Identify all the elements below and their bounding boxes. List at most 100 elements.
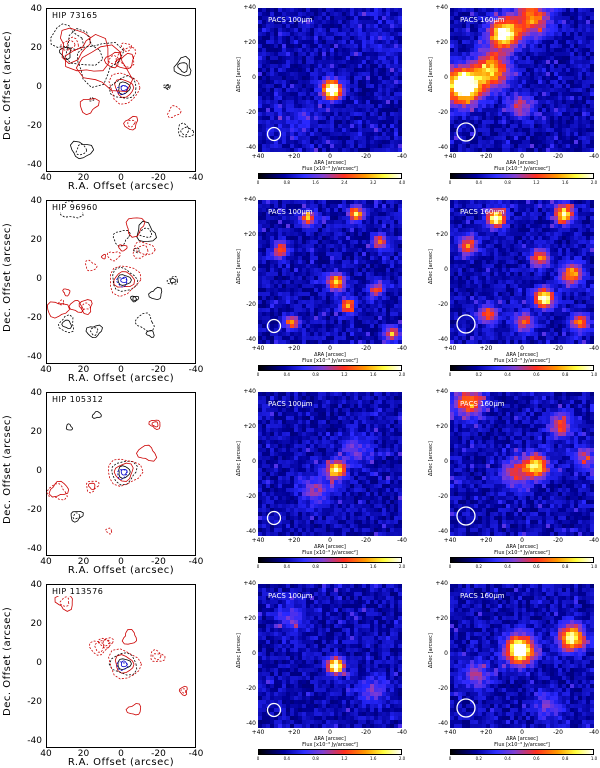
- colorbar-tick: 0.8: [283, 180, 290, 185]
- colorbar-tick: 1.0: [590, 564, 598, 569]
- contour-line: [113, 462, 134, 482]
- beam-circle: [456, 506, 476, 526]
- contour-x-tick: 0: [118, 173, 124, 183]
- contour-line: [125, 703, 142, 716]
- contour-frame: [46, 584, 196, 748]
- contour-line: [59, 596, 70, 607]
- colorbar-tick: 1.6: [562, 180, 569, 185]
- contour-line: [118, 81, 131, 95]
- contour-line: [148, 286, 163, 301]
- map-y-tick: -20: [246, 493, 256, 500]
- colorbar-label: Flux [x10⁻³ Jy/arcsec²]: [302, 166, 358, 172]
- map-x-tick: 0: [520, 345, 524, 352]
- contour-line: [120, 42, 132, 52]
- map-y-tick: -20: [246, 301, 256, 308]
- pacs-map-image: [258, 584, 402, 728]
- pacs-100um-map: PACS 100µm: [258, 8, 402, 152]
- map-y-tick: -20: [438, 109, 448, 116]
- colorbar-tick: 0: [448, 180, 452, 185]
- colorbar-tick: 3.2: [370, 180, 377, 185]
- contour-line: [105, 527, 113, 535]
- contour-y-tick: -40: [27, 544, 42, 554]
- contour-y-tick: 20: [30, 235, 42, 245]
- contour-x-tick: 20: [77, 173, 90, 183]
- figure-row-2: Dec. Offset (arcsec) 40 20 0 -20 -40 HIP 96960…: [0, 192, 600, 384]
- contour-x-tick: 20: [77, 365, 90, 375]
- colorbar-tick: 1.2: [341, 564, 348, 569]
- colorbar-tick: 2.0: [398, 372, 406, 377]
- colorbar-tick: 0.8: [562, 372, 569, 377]
- map-x-tick: +40: [443, 153, 457, 160]
- map-x-tick: +20: [287, 537, 301, 544]
- contour-y-tick: -20: [27, 697, 42, 707]
- contour-panel: HIP 73165: [46, 8, 196, 172]
- contour-line: [136, 220, 157, 242]
- contour-line: [88, 639, 111, 656]
- colorbar-tick: 2.0: [398, 756, 406, 761]
- contour-line: [117, 469, 128, 480]
- map-x-tick: 0: [328, 537, 332, 544]
- map-y-tick: -40: [438, 528, 448, 535]
- contour-line: [178, 122, 194, 138]
- map-y-tick: +40: [243, 580, 256, 587]
- colorbar-label: Flux [x10⁻³ Jy/arcsec²]: [302, 550, 358, 556]
- contour-line: [180, 126, 190, 136]
- contour-line: [76, 42, 125, 88]
- source-label: HIP 105312: [52, 395, 104, 404]
- map-y-tick: -20: [246, 109, 256, 116]
- pacs-map-image: [450, 200, 594, 344]
- contour-x-tick: 40: [40, 365, 52, 375]
- map-x-tick: +40: [443, 537, 457, 544]
- contour-y-tick: 0: [36, 82, 42, 92]
- map-band-label: PACS 100µm: [268, 16, 313, 24]
- contour-y-tick: 40: [30, 196, 42, 206]
- colorbar: [258, 557, 402, 563]
- colorbar-tick: 0.6: [533, 372, 540, 377]
- contour-line: [78, 299, 93, 316]
- pacs-160um-map: PACS 160µm: [450, 200, 594, 344]
- contour-line: [61, 319, 73, 329]
- colorbar: [258, 173, 402, 179]
- beam-circle: [456, 122, 476, 142]
- contour-line: [59, 46, 72, 61]
- contour-x-tick: -40: [188, 173, 204, 183]
- map-x-tick: +40: [251, 537, 265, 544]
- contour-line: [85, 324, 103, 339]
- map-y-tick: +40: [243, 388, 256, 395]
- contour-line: [151, 421, 159, 428]
- colorbar-tick: 0.8: [504, 180, 511, 185]
- colorbar-tick: 1.2: [341, 756, 348, 761]
- contour-y-tick: 0: [36, 274, 42, 284]
- map-x-tick: +40: [443, 729, 457, 736]
- map-x-tick: -20: [361, 537, 371, 544]
- contour-line: [118, 244, 128, 252]
- contour-line: [50, 23, 85, 51]
- map-x-tick: -40: [589, 537, 599, 544]
- map-band-label: PACS 160µm: [460, 16, 505, 24]
- contour-x-tick: 20: [77, 749, 90, 759]
- map-y-tick: +40: [435, 196, 448, 203]
- map-band-label: PACS 100µm: [268, 208, 313, 216]
- map-x-tick: -20: [553, 345, 563, 352]
- contour-line: [70, 510, 84, 523]
- contour-line: [102, 638, 110, 647]
- contour-line: [90, 327, 99, 336]
- contour-plot: [50, 23, 194, 160]
- contour-line: [86, 480, 100, 494]
- contour-line: [58, 299, 64, 306]
- contour-line: [72, 512, 81, 520]
- map-y-tick: 0: [444, 650, 448, 657]
- map-x-tick: -40: [397, 729, 407, 736]
- map-y-tick: -40: [438, 336, 448, 343]
- contour-line: [109, 265, 142, 298]
- contour-y-tick: -40: [27, 736, 42, 746]
- contour-line: [169, 277, 177, 284]
- contour-y-tick: 40: [30, 4, 42, 14]
- contour-line: [116, 661, 129, 671]
- colorbar-tick: 0.8: [312, 372, 319, 377]
- contour-line: [66, 40, 76, 50]
- map-x-tick: -20: [553, 537, 563, 544]
- colorbar-label: Flux [x10⁻³ Jy/arcsec²]: [494, 166, 550, 172]
- colorbar-tick: 0.4: [283, 756, 290, 761]
- map-x-axis-label: ΔRA [arcsec]: [314, 352, 346, 358]
